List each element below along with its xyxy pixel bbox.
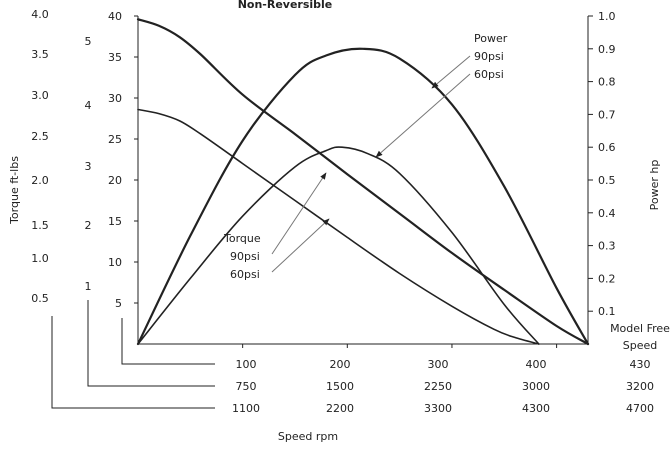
torque-tick-label: 2.0 <box>31 174 49 187</box>
torque-tick-label: 1 <box>85 280 92 293</box>
power-curve-60psi <box>137 146 540 345</box>
power-90psi-arrow <box>431 55 471 89</box>
torque-scales: 0.5 1.0 1.5 2.0 2.5 3.0 3.5 4.0 1 2 3 4 5 5 10 15 20 25 30… <box>31 8 138 310</box>
speed-tick-label: 3300 <box>424 402 452 415</box>
speed-tick-label: 200 <box>330 358 351 371</box>
speed-tick-label: 300 <box>428 358 449 371</box>
power-tick-label: 0.1 <box>598 305 616 318</box>
torque-tick-label: 2 <box>85 219 92 232</box>
torque-curve-90psi <box>136 18 590 346</box>
power-tick-label: 0.6 <box>598 141 616 154</box>
torque-tick-label: 1.5 <box>31 219 49 232</box>
torque-90psi-arrow <box>271 172 327 255</box>
speed-tick-label: 4300 <box>522 402 550 415</box>
power-tick-label: 0.2 <box>598 272 616 285</box>
torque-tick-label: 10 <box>108 256 122 269</box>
speed-axis-label: Speed rpm <box>278 430 338 443</box>
speed-scale-leader <box>87 300 215 387</box>
torque-tick-label: 3.0 <box>31 89 49 102</box>
speed-tick-label: 1100 <box>232 402 260 415</box>
torque-tick-label: 4 <box>85 99 92 112</box>
torque-tick-label: 20 <box>108 174 122 187</box>
curve-annotations: Power 90psi 60psi Torque 90psi 60psi <box>223 32 508 281</box>
torque-tick-label: 3 <box>85 160 92 173</box>
speed-tick-label: 2200 <box>326 402 354 415</box>
torque-tick-label: 2.5 <box>31 130 49 143</box>
speed-scale-leader <box>121 318 215 365</box>
power-annotation-60psi: 60psi <box>474 68 504 81</box>
power-tick-label: 0.9 <box>598 43 616 56</box>
torque-annotation-60psi: 60psi <box>230 268 260 281</box>
torque-tick-label: 5 <box>115 297 122 310</box>
power-tick-label: 1.0 <box>598 10 616 23</box>
chart-frame <box>137 16 589 345</box>
chart-title: Non-Reversible <box>238 0 333 11</box>
torque-tick-label: 1.0 <box>31 252 49 265</box>
torque-annotation-90psi: 90psi <box>230 250 260 263</box>
speed-scale-leader <box>51 316 215 409</box>
torque-axis-label: Torque ft-lbs <box>8 156 21 225</box>
speed-tick-label: 3000 <box>522 380 550 393</box>
speed-tick-label: 1500 <box>326 380 354 393</box>
speed-tick-label: 750 <box>236 380 257 393</box>
torque-tick-label: 40 <box>108 10 122 23</box>
speed-scales: Model Free Speed 100 200 300 400 430 750 1500 225… <box>51 300 670 415</box>
power-curve-90psi <box>136 47 590 346</box>
torque-tick-label: 4.0 <box>31 8 49 21</box>
power-tick-label: 0.5 <box>598 174 616 187</box>
power-annotation-title: Power <box>474 32 508 45</box>
speed-tick-label: 100 <box>236 358 257 371</box>
power-tick-label: 0.4 <box>598 207 616 220</box>
power-scale: 0.1 0.2 0.3 0.4 0.5 0.6 0.7 0.8 0.9 1.0 <box>588 10 616 318</box>
free-speed-header: Model Free <box>610 322 670 335</box>
torque-tick-label: 15 <box>108 215 122 228</box>
speed-tick-label: 400 <box>526 358 547 371</box>
power-tick-label: 0.3 <box>598 240 616 253</box>
free-speed-value: 430 <box>630 358 651 371</box>
free-speed-value: 3200 <box>626 380 654 393</box>
power-annotation-90psi: 90psi <box>474 50 504 63</box>
power-tick-label: 0.8 <box>598 76 616 89</box>
torque-tick-label: 25 <box>108 133 122 146</box>
torque-tick-label: 0.5 <box>31 292 49 305</box>
power-tick-label: 0.7 <box>598 108 616 121</box>
torque-curve-60psi <box>137 108 540 345</box>
torque-annotation-title: Torque <box>223 232 261 245</box>
torque-tick-label: 3.5 <box>31 48 49 61</box>
speed-tick-label: 2250 <box>424 380 452 393</box>
torque-60psi-arrow <box>271 218 330 273</box>
torque-tick-label: 30 <box>108 92 122 105</box>
free-speed-value: 4700 <box>626 402 654 415</box>
torque-tick-label: 35 <box>108 51 122 64</box>
power-axis-label: Power hp <box>648 160 661 211</box>
torque-tick-label: 5 <box>85 35 92 48</box>
free-speed-header: Speed <box>623 339 657 352</box>
performance-curves <box>136 18 590 346</box>
power-60psi-arrow <box>375 73 471 158</box>
